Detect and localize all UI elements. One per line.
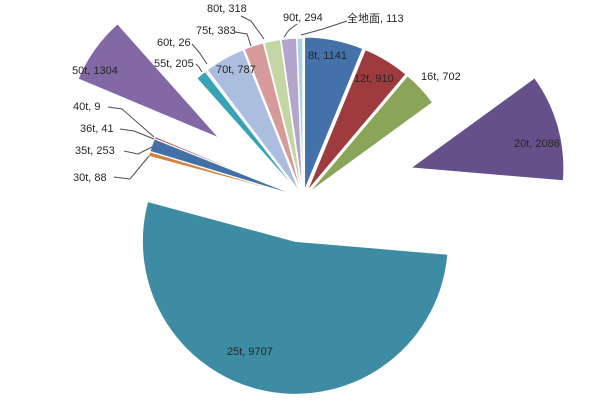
pie-slice-16t[interactable]	[308, 75, 434, 194]
leader-line-36t	[119, 128, 155, 140]
pie-slice-25t[interactable]	[141, 200, 449, 395]
leader-line-30t	[113, 155, 150, 180]
leader-line-40t	[107, 106, 155, 138]
leader-line-35t	[123, 146, 153, 155]
pie-slice-80t[interactable]	[263, 39, 303, 192]
leader-line-全地面	[300, 20, 348, 36]
pie-slice-8t[interactable]	[304, 36, 364, 191]
pie-slice-60t[interactable]	[204, 69, 300, 193]
leader-line-80t	[240, 15, 265, 40]
pie-slice-75t[interactable]	[243, 42, 302, 192]
leader-line-60t	[191, 43, 208, 65]
leader-line-90t	[283, 23, 298, 38]
leader-line-55t	[195, 63, 203, 73]
pie-slice-12t[interactable]	[306, 49, 407, 192]
pie-slice-40t[interactable]	[154, 135, 298, 196]
pie-slice-70t[interactable]	[206, 49, 301, 193]
leader-line-75t	[234, 31, 252, 47]
pie-slice-20t[interactable]	[410, 77, 565, 182]
pie-slice-50t[interactable]	[77, 23, 220, 139]
pie-slice-全地面[interactable]	[296, 37, 304, 192]
